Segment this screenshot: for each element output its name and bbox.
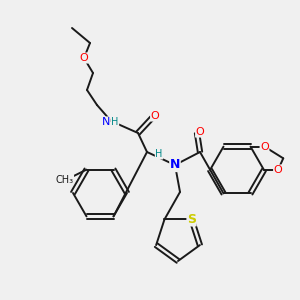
Text: CH₃: CH₃ <box>56 175 74 184</box>
Text: O: O <box>196 127 204 137</box>
Text: N: N <box>170 158 180 172</box>
Text: N: N <box>102 117 110 127</box>
Text: S: S <box>187 213 196 226</box>
Text: O: O <box>260 142 269 152</box>
Text: H: H <box>155 149 163 159</box>
Text: H: H <box>111 117 119 127</box>
Text: O: O <box>80 53 88 63</box>
Text: O: O <box>151 111 159 121</box>
Text: O: O <box>274 165 282 175</box>
